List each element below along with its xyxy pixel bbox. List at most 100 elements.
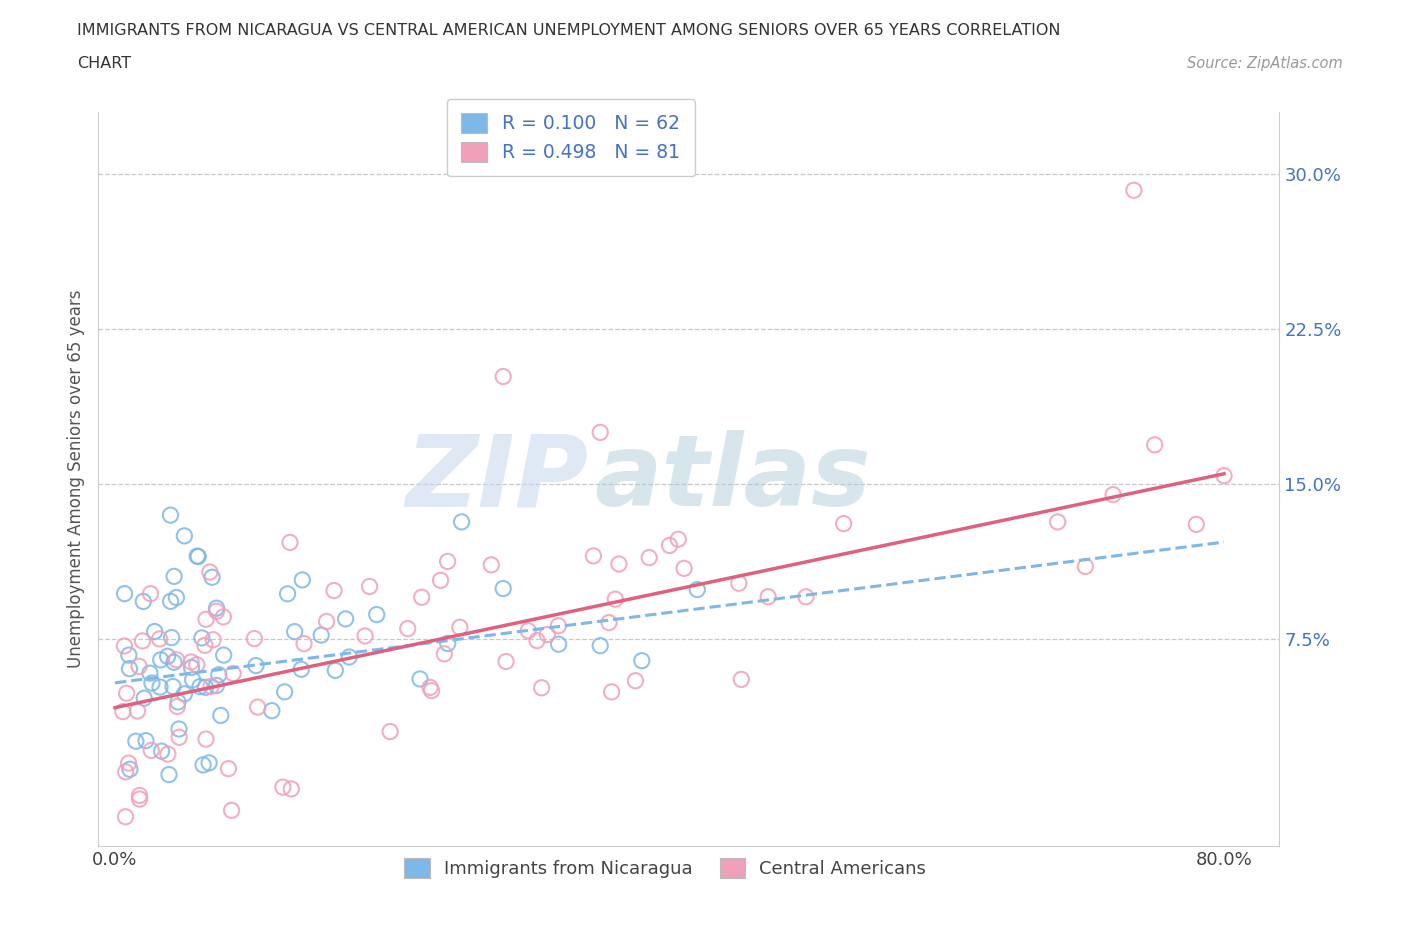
Point	[149, 680, 172, 695]
Point	[180, 655, 202, 670]
Point	[1213, 468, 1236, 483]
Point	[186, 658, 208, 672]
Point	[589, 425, 612, 440]
Point	[127, 704, 149, 719]
Text: ZIP: ZIP	[405, 431, 589, 527]
Point	[141, 743, 163, 758]
Point	[547, 618, 569, 633]
Point	[128, 658, 150, 673]
Point	[128, 791, 150, 806]
Point	[209, 708, 232, 723]
Point	[598, 615, 620, 630]
Point	[243, 631, 266, 646]
Point	[589, 638, 612, 653]
Point	[547, 637, 569, 652]
Point	[156, 649, 179, 664]
Point	[658, 538, 681, 553]
Point	[290, 662, 312, 677]
Point	[260, 703, 283, 718]
Point	[727, 576, 749, 591]
Point	[624, 673, 647, 688]
Point	[194, 638, 217, 653]
Point	[217, 762, 239, 777]
Point	[280, 781, 302, 796]
Point	[492, 581, 515, 596]
Point	[191, 758, 214, 773]
Point	[134, 691, 156, 706]
Point	[163, 569, 186, 584]
Point	[148, 631, 170, 646]
Point	[173, 686, 195, 701]
Point	[1046, 514, 1069, 529]
Point	[1122, 183, 1144, 198]
Point	[208, 668, 231, 683]
Point	[141, 675, 163, 690]
Point	[165, 591, 187, 605]
Point	[492, 369, 515, 384]
Point	[245, 658, 267, 673]
Point	[111, 704, 134, 719]
Point	[323, 663, 346, 678]
Point	[271, 779, 294, 794]
Point	[157, 767, 180, 782]
Point	[277, 587, 299, 602]
Point	[149, 652, 172, 667]
Point	[1143, 437, 1166, 452]
Point	[420, 684, 443, 698]
Point	[125, 734, 148, 749]
Point	[673, 561, 696, 576]
Point	[429, 573, 451, 588]
Point	[114, 809, 136, 824]
Point	[730, 672, 752, 687]
Point	[173, 528, 195, 543]
Point	[315, 614, 337, 629]
Point	[118, 647, 141, 662]
Point	[131, 633, 153, 648]
Point	[205, 601, 228, 616]
Point	[794, 590, 817, 604]
Point	[186, 549, 208, 564]
Point	[112, 639, 135, 654]
Point	[495, 654, 517, 669]
Point	[479, 557, 502, 572]
Point	[292, 636, 315, 651]
Point	[517, 623, 540, 638]
Point	[450, 514, 472, 529]
Point	[201, 570, 224, 585]
Point	[433, 646, 456, 661]
Point	[166, 652, 188, 667]
Point	[278, 535, 301, 550]
Point	[200, 679, 222, 694]
Point	[159, 508, 181, 523]
Point	[212, 647, 235, 662]
Point	[436, 554, 458, 569]
Point	[212, 609, 235, 624]
Point	[163, 655, 186, 670]
Point	[666, 532, 689, 547]
Text: CHART: CHART	[77, 56, 131, 71]
Point	[359, 579, 381, 594]
Point	[166, 699, 188, 714]
Point	[150, 744, 173, 759]
Point	[354, 629, 377, 644]
Point	[205, 604, 228, 618]
Point	[156, 747, 179, 762]
Point	[582, 549, 605, 564]
Point	[284, 624, 307, 639]
Point	[194, 612, 217, 627]
Point	[188, 679, 211, 694]
Point	[273, 684, 295, 699]
Point	[246, 699, 269, 714]
Point	[191, 631, 214, 645]
Point	[686, 582, 709, 597]
Legend: Immigrants from Nicaragua, Central Americans: Immigrants from Nicaragua, Central Ameri…	[396, 851, 934, 885]
Point	[117, 756, 139, 771]
Point	[337, 649, 360, 664]
Text: atlas: atlas	[595, 431, 870, 527]
Point	[1102, 487, 1125, 502]
Point	[1074, 559, 1097, 574]
Point	[530, 681, 553, 696]
Point	[222, 666, 245, 681]
Point	[309, 628, 332, 643]
Point	[221, 803, 243, 817]
